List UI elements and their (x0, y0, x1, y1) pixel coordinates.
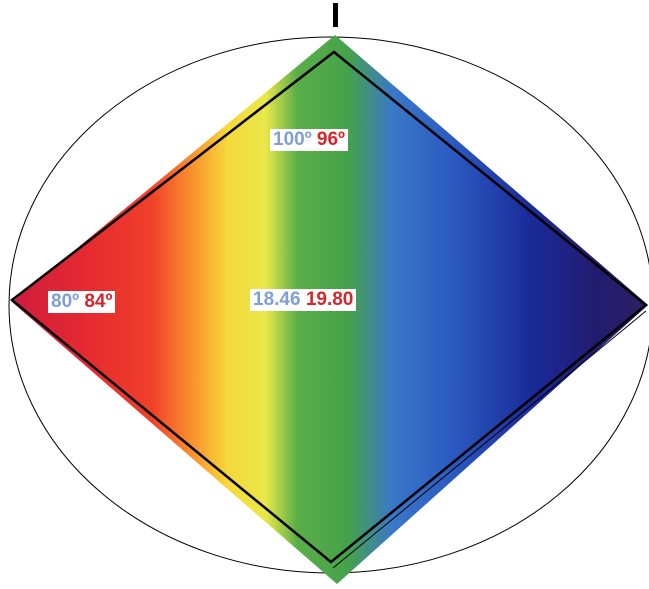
diamond-outline-double-edge (332, 310, 647, 569)
top-angle-blue: 100º (273, 129, 312, 150)
left-angle-red: 84º (84, 291, 113, 312)
diamond-outline (9, 50, 648, 564)
top-tick-mark (333, 3, 338, 27)
center-value-label: 18.46 19.80 (250, 289, 357, 311)
center-value-blue: 18.46 (253, 289, 301, 310)
top-angle-label: 100º 96º (270, 129, 348, 151)
center-value-red: 19.80 (305, 289, 354, 310)
left-angle-label: 80º 84º (48, 291, 116, 313)
top-angle-red: 96º (316, 129, 345, 150)
left-angle-blue: 80º (51, 291, 80, 312)
